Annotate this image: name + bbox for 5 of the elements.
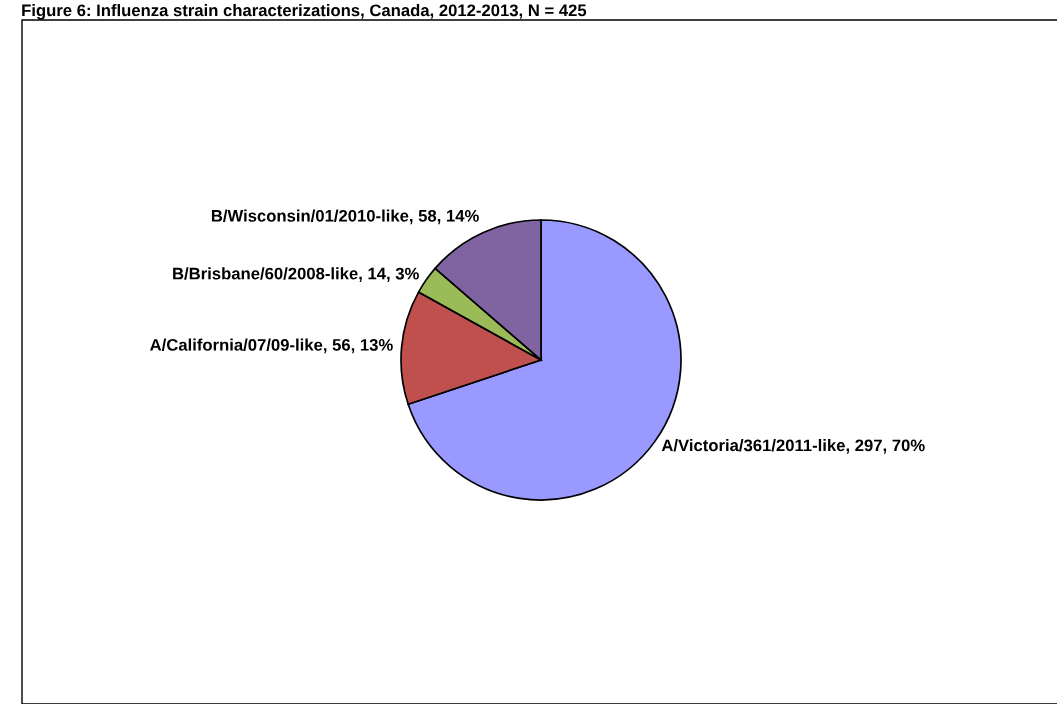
slice-label: A/Victoria/361/2011-like, 297, 70%: [661, 439, 925, 454]
chart-title: Figure 6: Influenza strain characterizations, Canada, 2012-2013, N = 425: [22, 4, 587, 20]
slice-label: B/Wisconsin/01/2010-like, 58, 14%: [211, 209, 479, 225]
slice-label: A/California/07/09-like, 56, 13%: [150, 338, 393, 354]
slice-label: B/Brisbane/60/2008-like, 14, 3%: [173, 267, 419, 282]
